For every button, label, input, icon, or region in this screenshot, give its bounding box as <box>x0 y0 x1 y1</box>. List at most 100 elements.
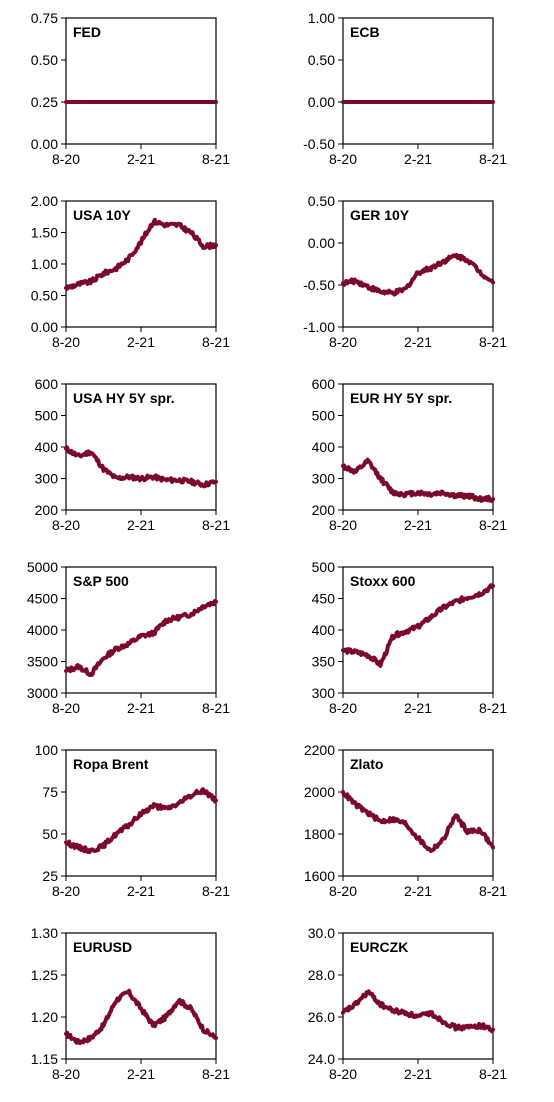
chart-panel: 0.00 0.25 0.50 0.75 8-20 2-21 8-21 FED <box>0 0 277 183</box>
y-tick-label: -1.00 <box>303 319 335 335</box>
chart-svg: 25 50 75 100 8-20 2-21 8-21 Ropa Brent <box>35 742 231 899</box>
x-tick-label: 8-21 <box>479 700 507 716</box>
x-tick-label: 8-20 <box>52 151 80 167</box>
x-tick-label: 2-21 <box>127 1066 155 1082</box>
y-tick-label: 450 <box>312 591 336 607</box>
y-tick-label: 1800 <box>304 826 335 842</box>
y-tick-label: 0.50 <box>31 52 58 68</box>
x-tick-label: 2-21 <box>127 151 155 167</box>
y-tick-label: 3000 <box>27 685 58 701</box>
series-line <box>64 217 218 291</box>
chart-svg: 1600 1800 2000 2200 8-20 2-21 8-21 Zlato <box>304 742 507 899</box>
y-tick-label: 0.00 <box>31 136 58 152</box>
x-tick-label: 2-21 <box>404 883 432 899</box>
x-tick-label: 2-21 <box>404 700 432 716</box>
y-tick-label: 100 <box>35 742 59 758</box>
y-tick-label: 24.0 <box>308 1051 335 1067</box>
x-tick-label: 8-21 <box>202 151 230 167</box>
x-tick-label: 8-21 <box>202 700 230 716</box>
plot-frame <box>65 17 217 145</box>
chart-svg: -0.50 0.00 0.50 1.00 8-20 2-21 8-21 ECB <box>303 10 507 167</box>
chart-title: Zlato <box>350 756 383 772</box>
y-tick-label: 1600 <box>304 868 335 884</box>
plot-frame <box>342 749 494 877</box>
chart-panel: -0.50 0.00 0.50 1.00 8-20 2-21 8-21 ECB <box>277 0 554 183</box>
y-tick-label: 0.75 <box>31 10 58 26</box>
x-tick-label: 8-21 <box>479 1066 507 1082</box>
y-tick-label: 300 <box>35 471 59 487</box>
y-tick-label: 0.00 <box>31 319 58 335</box>
y-tick-label: 0.00 <box>308 94 335 110</box>
chart-title: Ropa Brent <box>73 756 149 772</box>
series-line <box>64 988 218 1046</box>
x-tick-label: 8-21 <box>479 517 507 533</box>
series-line <box>341 790 495 853</box>
plot-frame <box>342 566 494 694</box>
chart-title: Stoxx 600 <box>350 573 416 589</box>
chart-panel: 25 50 75 100 8-20 2-21 8-21 Ropa Brent <box>0 732 277 915</box>
chart-title: S&P 500 <box>73 573 129 589</box>
x-tick-label: 8-21 <box>202 883 230 899</box>
chart-svg: -1.00 -0.50 0.00 0.50 8-20 2-21 8-21 GER 10Y <box>303 193 507 350</box>
y-tick-label: 0.00 <box>308 235 335 251</box>
y-tick-label: 0.50 <box>31 288 58 304</box>
x-tick-label: 8-20 <box>52 334 80 350</box>
x-tick-label: 8-21 <box>479 151 507 167</box>
chart-title: GER 10Y <box>350 207 410 223</box>
y-tick-label: 1.00 <box>31 256 58 272</box>
chart-panel: 3000 3500 4000 4500 5000 8-20 2-21 8-21 S&P 500 <box>0 549 277 732</box>
plot-frame <box>65 383 217 511</box>
series-line <box>64 599 218 677</box>
x-tick-label: 8-21 <box>202 334 230 350</box>
x-tick-label: 8-20 <box>52 883 80 899</box>
series-line <box>341 253 495 297</box>
y-tick-label: 500 <box>312 559 336 575</box>
chart-panel: 200 300 400 500 600 8-20 2-21 8-21 USA HY 5Y spr… <box>0 366 277 549</box>
chart-title: USA 10Y <box>73 207 132 223</box>
x-tick-label: 2-21 <box>127 517 155 533</box>
chart-svg: 0.00 0.25 0.50 0.75 8-20 2-21 8-21 FED <box>31 10 230 167</box>
y-tick-label: 4000 <box>27 622 58 638</box>
y-tick-label: 1.00 <box>308 10 335 26</box>
chart-panel: 300 350 400 450 500 8-20 2-21 8-21 Stoxx 600 <box>277 549 554 732</box>
y-tick-label: 600 <box>35 376 59 392</box>
y-tick-label: 0.50 <box>308 52 335 68</box>
chart-title: EURUSD <box>73 939 132 955</box>
y-tick-label: -0.50 <box>303 136 335 152</box>
series-line <box>64 787 218 854</box>
chart-panel: 0.00 0.50 1.00 1.50 2.00 8-20 2-21 8-21 USA 10Y <box>0 183 277 366</box>
chart-svg: 300 350 400 450 500 8-20 2-21 8-21 Stoxx 600 <box>312 559 508 716</box>
y-tick-label: 2000 <box>304 784 335 800</box>
chart-svg: 0.00 0.50 1.00 1.50 2.00 8-20 2-21 8-21 USA 10Y <box>31 193 230 350</box>
chart-svg: 200 300 400 500 600 8-20 2-21 8-21 EUR HY 5Y spr… <box>312 376 508 533</box>
chart-panel: 1600 1800 2000 2200 8-20 2-21 8-21 Zlato <box>277 732 554 915</box>
y-tick-label: 30.0 <box>308 925 335 941</box>
chart-panel: 24.0 26.0 28.0 30.0 8-20 2-21 8-21 EURCZK <box>277 915 554 1098</box>
y-tick-label: -0.50 <box>303 277 335 293</box>
y-tick-label: 400 <box>35 439 59 455</box>
y-tick-label: 500 <box>35 408 59 424</box>
y-tick-label: 500 <box>312 408 336 424</box>
chart-title: EUR HY 5Y spr. <box>350 390 452 406</box>
series-line <box>341 457 495 503</box>
plot-frame <box>342 932 494 1060</box>
y-tick-label: 75 <box>42 784 58 800</box>
x-tick-label: 8-20 <box>52 1066 80 1082</box>
x-tick-label: 2-21 <box>404 1066 432 1082</box>
y-tick-label: 28.0 <box>308 967 335 983</box>
y-tick-label: 600 <box>312 376 336 392</box>
chart-title: USA HY 5Y spr. <box>73 390 175 406</box>
chart-panel: 1.15 1.20 1.25 1.30 8-20 2-21 8-21 EURUSD <box>0 915 277 1098</box>
chart-svg: 200 300 400 500 600 8-20 2-21 8-21 USA HY 5Y spr… <box>35 376 231 533</box>
x-tick-label: 2-21 <box>127 334 155 350</box>
chart-svg: 3000 3500 4000 4500 5000 8-20 2-21 8-21 S&P 500 <box>27 559 230 716</box>
y-tick-label: 300 <box>312 471 336 487</box>
y-tick-label: 2200 <box>304 742 335 758</box>
x-tick-label: 8-20 <box>52 700 80 716</box>
chart-svg: 1.15 1.20 1.25 1.30 8-20 2-21 8-21 EURUSD <box>31 925 230 1082</box>
y-tick-label: 1.15 <box>31 1051 58 1067</box>
y-tick-label: 25 <box>42 868 58 884</box>
x-tick-label: 8-21 <box>202 517 230 533</box>
x-tick-label: 8-21 <box>479 334 507 350</box>
y-tick-label: 50 <box>42 826 58 842</box>
